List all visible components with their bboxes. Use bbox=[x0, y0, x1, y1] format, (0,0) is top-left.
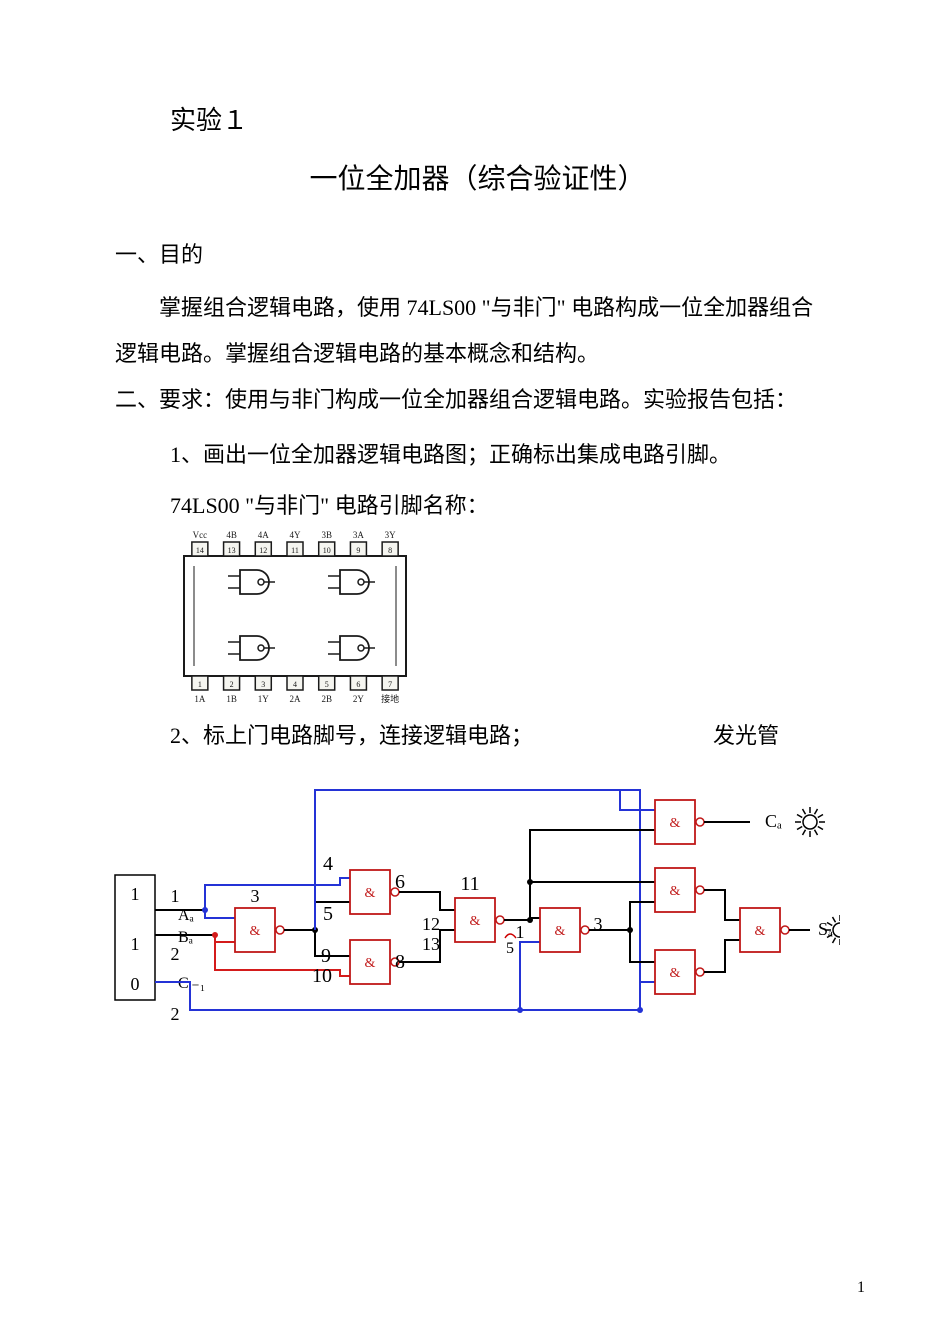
svg-text:&: & bbox=[250, 924, 261, 939]
svg-text:9: 9 bbox=[356, 546, 360, 555]
svg-text:&: & bbox=[670, 884, 681, 899]
svg-text:4B: 4B bbox=[226, 530, 237, 540]
svg-text:&: & bbox=[365, 886, 376, 901]
svg-text:1: 1 bbox=[171, 886, 180, 906]
svg-text:2Y: 2Y bbox=[353, 694, 365, 703]
svg-text:1: 1 bbox=[198, 680, 202, 689]
svg-text:&: & bbox=[670, 816, 681, 831]
svg-text:3B: 3B bbox=[321, 530, 332, 540]
svg-text:10: 10 bbox=[312, 965, 332, 987]
svg-text:14: 14 bbox=[196, 546, 204, 555]
svg-text:6: 6 bbox=[356, 680, 360, 689]
svg-text:1: 1 bbox=[516, 922, 525, 942]
page-number: 1 bbox=[857, 1279, 865, 1297]
svg-text:5: 5 bbox=[323, 903, 333, 925]
svg-text:1B: 1B bbox=[226, 694, 237, 703]
svg-text:1: 1 bbox=[131, 884, 140, 904]
chip-svg: Vcc 14 1 1A 4B 13 2 1B 4A 12 3 1Y 4Y 11 4 2A 3B 10 5 2B 3A 9 6… bbox=[170, 528, 420, 703]
svg-text:8: 8 bbox=[388, 546, 392, 555]
logic-circuit-diagram: 110AₐBₐCᵢ₋₁122&345910&&681213&111&3&Cₐ&&… bbox=[100, 770, 835, 1045]
svg-text:Cₐ: Cₐ bbox=[765, 811, 782, 831]
svg-text:4Y: 4Y bbox=[290, 530, 302, 540]
svg-text:10: 10 bbox=[323, 546, 331, 555]
svg-text:1Y: 1Y bbox=[258, 694, 270, 703]
svg-text:2A: 2A bbox=[290, 694, 302, 703]
svg-text:&: & bbox=[555, 924, 566, 939]
svg-text:4: 4 bbox=[323, 853, 333, 875]
svg-text:3A: 3A bbox=[353, 530, 365, 540]
svg-text:7: 7 bbox=[388, 680, 392, 689]
svg-text:6: 6 bbox=[395, 871, 405, 893]
svg-text:Bₐ: Bₐ bbox=[178, 929, 194, 946]
section1-body: 掌握组合逻辑电路，使用 74LS00 "与非门" 电路构成一位全加器组合逻辑电路… bbox=[115, 285, 815, 377]
svg-text:12: 12 bbox=[422, 914, 440, 934]
svg-text:2: 2 bbox=[171, 944, 180, 964]
svg-text:12: 12 bbox=[259, 546, 267, 555]
chip-pinout-diagram: Vcc 14 1 1A 4B 13 2 1B 4A 12 3 1Y 4Y 11 4 2A 3B 10 5 2B 3A 9 6… bbox=[170, 528, 835, 708]
section2-item1: 1、画出一位全加器逻辑电路图；正确标出集成电路引脚。 bbox=[170, 432, 835, 478]
svg-text:11: 11 bbox=[291, 546, 299, 555]
experiment-header: 实验１ bbox=[170, 100, 835, 137]
svg-text:4A: 4A bbox=[258, 530, 270, 540]
svg-text:5: 5 bbox=[506, 940, 514, 957]
item2-row: 2、标上门电路脚号，连接逻辑电路； 发光管 bbox=[170, 718, 835, 750]
svg-text:9: 9 bbox=[321, 945, 331, 967]
svg-text:&: & bbox=[365, 956, 376, 971]
svg-text:&: & bbox=[470, 914, 481, 929]
svg-text:13: 13 bbox=[422, 934, 440, 954]
svg-text:&: & bbox=[670, 966, 681, 981]
circuit-svg: 110AₐBₐCᵢ₋₁122&345910&&681213&111&3&Cₐ&&… bbox=[100, 770, 840, 1040]
svg-text:Vcc: Vcc bbox=[193, 530, 208, 540]
svg-text:2: 2 bbox=[171, 1004, 180, 1024]
svg-text:3Y: 3Y bbox=[385, 530, 397, 540]
svg-text:2: 2 bbox=[230, 680, 234, 689]
section1-heading: 一、目的 bbox=[115, 237, 835, 269]
document-title: 一位全加器（综合验证性） bbox=[120, 157, 835, 197]
svg-text:11: 11 bbox=[460, 873, 479, 895]
section2-item2-right: 发光管 bbox=[713, 718, 779, 750]
svg-text:1A: 1A bbox=[194, 694, 206, 703]
pin-label-text: 74LS00 "与非门" 电路引脚名称： bbox=[170, 488, 835, 520]
svg-text:13: 13 bbox=[228, 546, 236, 555]
svg-text:Cᵢ₋₁: Cᵢ₋₁ bbox=[178, 975, 205, 992]
svg-text:1: 1 bbox=[131, 934, 140, 954]
svg-text:0: 0 bbox=[131, 974, 140, 994]
svg-text:4: 4 bbox=[293, 680, 297, 689]
svg-text:2B: 2B bbox=[321, 694, 332, 703]
svg-text:接地: 接地 bbox=[381, 693, 399, 703]
svg-text:&: & bbox=[755, 924, 766, 939]
section2-heading: 二、要求：使用与非门构成一位全加器组合逻辑电路。实验报告包括： bbox=[115, 377, 815, 423]
svg-text:3: 3 bbox=[261, 680, 265, 689]
svg-text:5: 5 bbox=[325, 680, 329, 689]
section2-item2-left: 2、标上门电路脚号，连接逻辑电路； bbox=[170, 718, 533, 750]
svg-text:3: 3 bbox=[251, 886, 260, 906]
